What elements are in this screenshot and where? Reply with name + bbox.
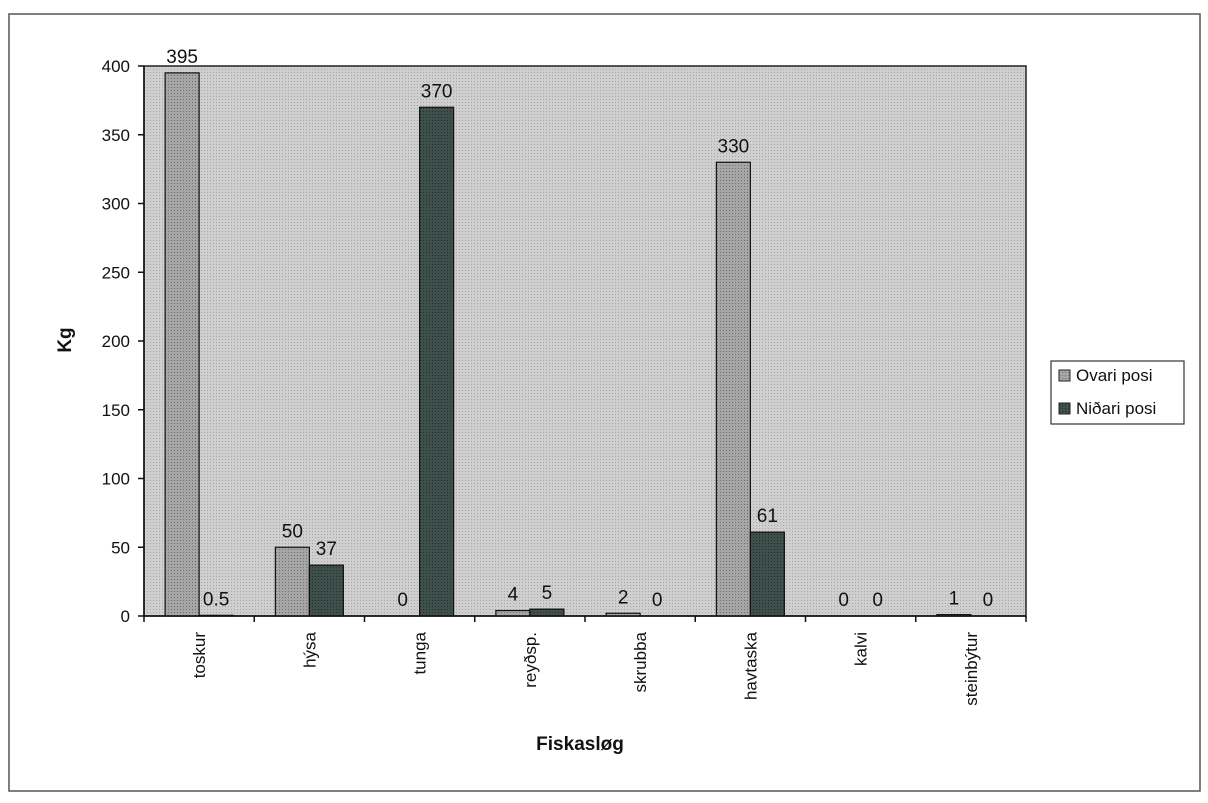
x-tick-label-tunga: tunga <box>411 631 430 674</box>
bar-ovari-posi-havtaska <box>715 161 751 617</box>
bar-nidari-posi-reydsp <box>529 608 565 617</box>
legend-label-nidari-posi: Niðari posi <box>1076 399 1156 418</box>
legend-swatch-nidari-posi <box>1058 402 1071 415</box>
y-tick-label-50: 50 <box>111 538 130 557</box>
x-tick-label-skrubba: skrubba <box>631 631 650 692</box>
plot-area <box>143 65 1027 617</box>
data-label-nidari-posi-reydsp: 5 <box>542 583 553 604</box>
legend: Ovari posi Niðari posi <box>1050 360 1185 425</box>
data-label-nidari-posi-tunga: 370 <box>421 81 453 102</box>
data-label-nidari-posi-hysa: 37 <box>316 539 337 560</box>
bar-nidari-posi-havtaska <box>749 531 785 617</box>
y-tick-label-300: 300 <box>102 195 130 214</box>
bar-ovari-posi-toskur <box>164 72 200 617</box>
bar-ovari-posi-reydsp <box>495 609 531 617</box>
legend-swatch-ovari-posi <box>1058 369 1071 382</box>
data-label-nidari-posi-toskur: 0.5 <box>203 589 229 610</box>
data-label-nidari-posi-steinbytur: 0 <box>983 590 994 611</box>
y-axis-title: Kg <box>55 327 76 352</box>
data-label-ovari-posi-reydsp: 4 <box>508 585 519 606</box>
data-label-ovari-posi-toskur: 395 <box>166 47 198 68</box>
x-tick-label-steinbytur: steinbýtur <box>962 632 981 706</box>
data-label-nidari-posi-havtaska: 61 <box>757 506 778 527</box>
bar-layer <box>164 72 972 617</box>
legend-label-ovari-posi: Ovari posi <box>1076 366 1153 385</box>
x-tick-label-hysa: hýsa <box>300 631 319 667</box>
y-tick-label-150: 150 <box>102 401 130 420</box>
data-label-ovari-posi-tunga: 0 <box>397 590 408 611</box>
data-label-nidari-posi-skrubba: 0 <box>652 590 663 611</box>
x-tick-label-reydsp: reyðsp. <box>521 632 540 688</box>
data-label-ovari-posi-skrubba: 2 <box>618 587 629 608</box>
y-tick-label-250: 250 <box>102 263 130 282</box>
y-tick-label-400: 400 <box>102 57 130 76</box>
data-label-nidari-posi-kalvi: 0 <box>872 590 883 611</box>
y-tick-label-100: 100 <box>102 470 130 489</box>
data-label-ovari-posi-kalvi: 0 <box>838 590 849 611</box>
data-label-ovari-posi-havtaska: 330 <box>718 136 750 157</box>
bar-nidari-posi-hysa <box>308 564 344 617</box>
data-label-ovari-posi-hysa: 50 <box>282 521 303 542</box>
x-axis-title: Fiskasløg <box>536 734 624 755</box>
y-axis: 0 50 100 150 200 250 300 350 400 <box>102 57 145 626</box>
x-axis: toskur hýsa tunga reyðsp. skrubba havtaska kal… <box>143 615 1027 706</box>
legend-box <box>1050 360 1185 425</box>
data-label-ovari-posi-steinbytur: 1 <box>949 589 960 610</box>
y-tick-label-0: 0 <box>121 607 130 626</box>
x-tick-label-kalvi: kalvi <box>852 632 871 666</box>
bar-ovari-posi-hysa <box>274 546 310 617</box>
x-tick-label-toskur: toskur <box>190 632 209 679</box>
y-tick-label-200: 200 <box>102 332 130 351</box>
x-tick-label-havtaska: havtaska <box>741 631 760 700</box>
bar-nidari-posi-tunga <box>419 106 455 617</box>
y-tick-label-350: 350 <box>102 126 130 145</box>
